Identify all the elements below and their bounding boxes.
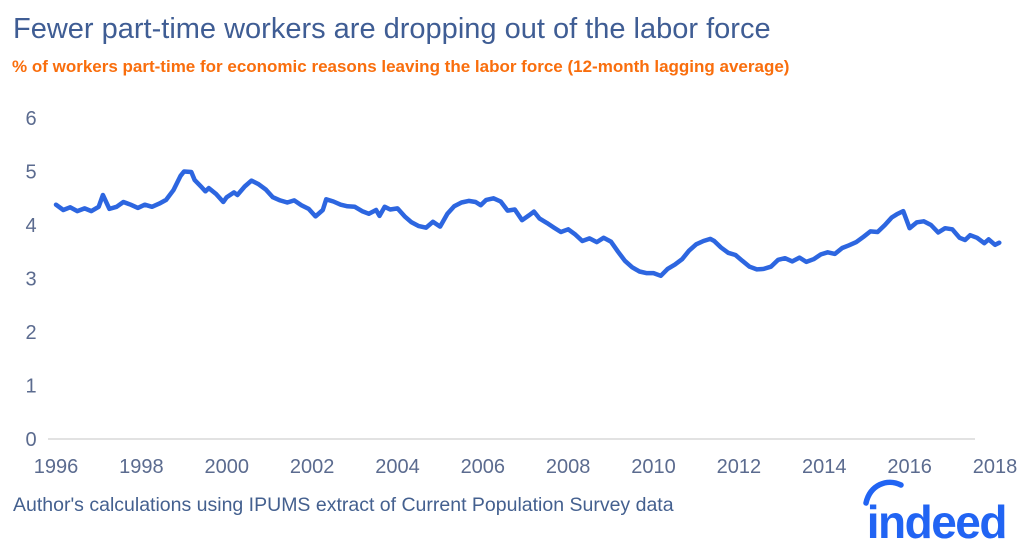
y-tick-label: 3 <box>25 269 36 291</box>
x-tick-label: 1998 <box>119 456 164 478</box>
indeed-logo-arc-icon <box>863 479 904 506</box>
x-tick-label: 2018 <box>973 456 1018 478</box>
indeed-logo: indeed <box>863 479 1008 548</box>
y-tick-label: 5 <box>25 162 36 184</box>
source-note: Author's calculations using IPUMS extrac… <box>13 494 674 516</box>
x-tick-label: 1996 <box>34 456 79 478</box>
y-tick-label: 0 <box>25 429 36 451</box>
x-tick-label: 2008 <box>546 456 591 478</box>
x-tick-label: 2000 <box>204 456 249 478</box>
x-tick-label: 2006 <box>461 456 506 478</box>
x-tick-label: 2010 <box>631 456 676 478</box>
indeed-logo-text: indeed <box>866 496 1008 548</box>
x-tick-label: 2002 <box>290 456 335 478</box>
y-tick-label: 6 <box>25 108 36 130</box>
x-tick-label: 2016 <box>887 456 932 478</box>
x-tick-label: 2012 <box>717 456 762 478</box>
x-tick-label: 2014 <box>802 456 847 478</box>
x-tick-label: 2004 <box>375 456 420 478</box>
chart-subtitle: % of workers part-time for economic reas… <box>12 57 790 76</box>
y-tick-label: 4 <box>25 215 36 237</box>
y-tick-label: 1 <box>25 376 36 398</box>
chart-title: Fewer part-time workers are dropping out… <box>13 13 771 45</box>
data-line <box>53 169 1002 279</box>
y-tick-label: 2 <box>25 322 36 344</box>
